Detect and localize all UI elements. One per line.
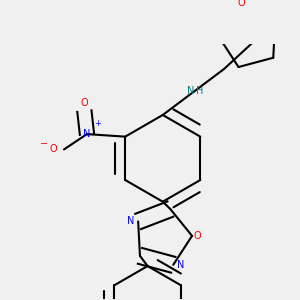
Text: O: O — [50, 144, 58, 154]
Text: N: N — [187, 86, 194, 96]
Text: O: O — [193, 231, 201, 241]
Text: H: H — [196, 86, 203, 96]
Text: O: O — [81, 98, 88, 109]
Text: −: − — [40, 139, 48, 149]
Text: O: O — [238, 0, 245, 8]
Text: N: N — [177, 260, 184, 270]
Text: N: N — [83, 129, 91, 139]
Text: +: + — [94, 119, 100, 128]
Text: N: N — [127, 216, 134, 226]
